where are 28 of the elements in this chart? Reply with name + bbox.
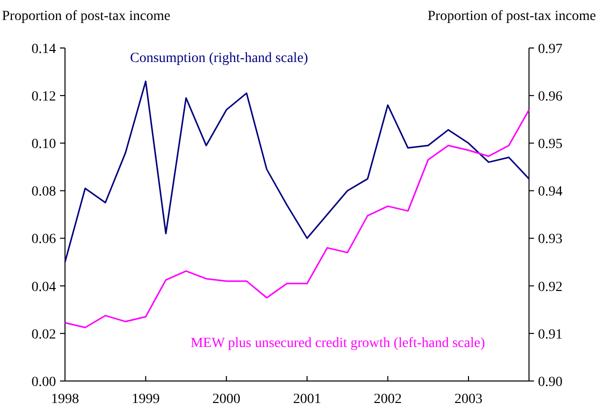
y-axis-title: Proportion of post-tax income — [2, 9, 170, 24]
y-tick-label: 0.02 — [32, 327, 56, 342]
series-label: Consumption (right-hand scale) — [130, 51, 308, 66]
y-tick-label: 0.04 — [32, 280, 56, 295]
y-tick-label: 0.12 — [32, 89, 56, 104]
y2-tick-label: 0.94 — [538, 184, 562, 200]
y-tick-label: 0.10 — [32, 137, 56, 152]
y-tick-label: 0.14 — [32, 42, 56, 57]
x-tick-label: 2003 — [454, 392, 482, 407]
y-tick-label: 0.06 — [32, 232, 56, 248]
x-tick-label: 2002 — [374, 392, 402, 407]
y2-tick-label: 0.93 — [538, 232, 562, 248]
x-tick-label: 2001 — [293, 392, 322, 407]
y-tick-label: 0.00 — [32, 374, 56, 390]
y2-tick-label: 0.96 — [538, 89, 562, 104]
x-tick-label: 1999 — [132, 392, 160, 407]
line-series — [64, 109, 530, 328]
y2-tick-label: 0.92 — [538, 280, 562, 295]
y2-axis-title: Proportion of post-tax income — [428, 9, 596, 24]
y2-tick-label: 0.97 — [538, 42, 562, 57]
x-tick-label: 1998 — [51, 392, 79, 407]
x-tick-label: 2000 — [212, 392, 240, 407]
y2-tick-label: 0.91 — [538, 327, 562, 342]
text: MEW plus unsecured credit growth (left-hand scale) — [190, 336, 486, 351]
y2-tick-label: 0.90 — [538, 374, 562, 390]
y-tick-label: 0.08 — [32, 184, 56, 200]
y2-tick-label: 0.95 — [538, 137, 562, 152]
line-series — [64, 80, 530, 263]
